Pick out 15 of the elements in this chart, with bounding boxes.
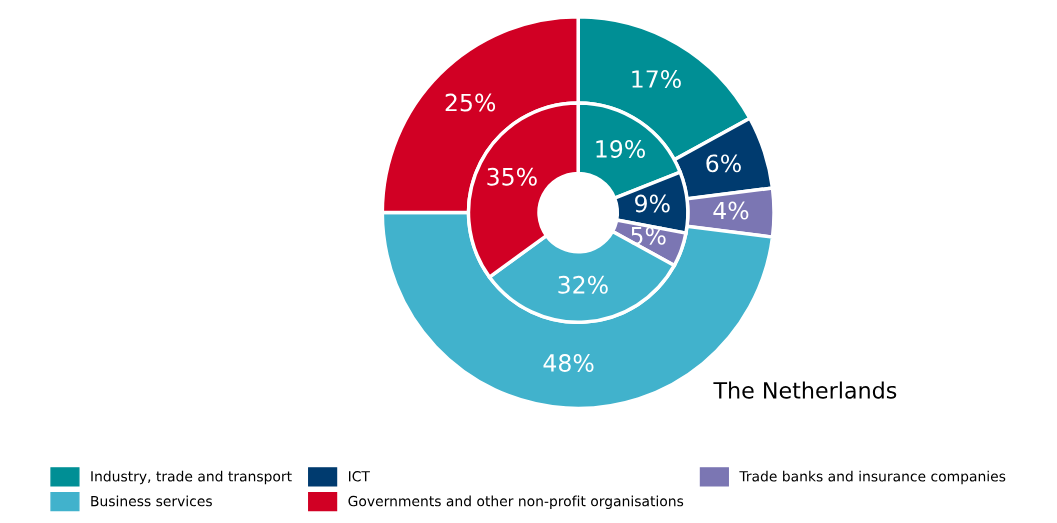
legend-label: ICT [348,471,370,482]
text: The Netherlands [713,381,897,399]
data-label: 48% [543,354,594,372]
data-label: 35% [487,167,537,186]
data-label: 32% [558,275,608,294]
data-label: 9% [635,194,670,213]
legend-label: Industry, trade and transport [91,470,292,485]
legend-label: Trade banks and insurance companies [739,470,1006,485]
data-label: 17% [632,70,681,88]
data-label: 19% [596,140,645,158]
legend-label: Business services [91,495,212,507]
data-label: 6% [706,154,741,173]
data-label: 25% [445,93,496,112]
data-label: 4% [713,201,749,220]
legend-label: Governments and other non-profit organisations [348,495,684,510]
